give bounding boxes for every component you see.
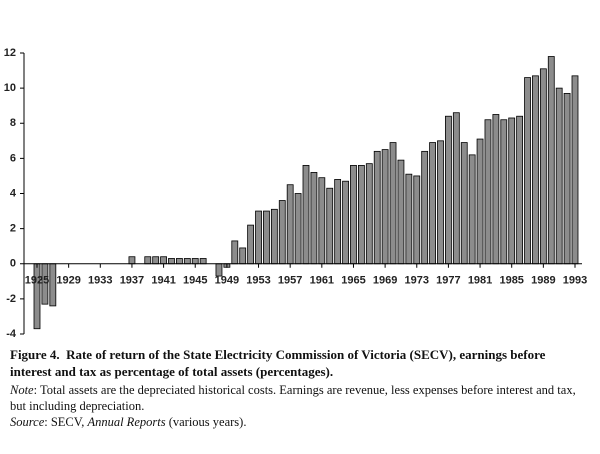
bar <box>539 68 547 265</box>
bar <box>389 142 397 265</box>
bar <box>357 164 365 265</box>
caption: Figure 4. Rate of return of the State El… <box>0 346 600 430</box>
bar <box>278 200 286 265</box>
bar <box>294 193 302 265</box>
bar <box>445 115 452 265</box>
bar <box>365 163 373 265</box>
source: Source: SECV, Annual Reports (various ye… <box>10 414 588 430</box>
bar <box>231 240 239 265</box>
x-tick-label: 1933 <box>88 275 112 287</box>
bar <box>476 138 484 265</box>
source-label: Source <box>10 415 45 429</box>
bar <box>524 77 531 265</box>
bar <box>199 258 207 265</box>
note-text: : Total assets are the depreciated histo… <box>10 383 576 413</box>
bar <box>468 154 476 265</box>
bar <box>452 112 460 265</box>
bar <box>286 184 294 265</box>
bar <box>342 180 349 265</box>
bar <box>532 75 539 265</box>
figure-title: Rate of return of the State Electricity … <box>10 347 546 379</box>
x-tick-label: 1925 <box>25 275 49 287</box>
bar <box>563 92 571 265</box>
x-tick-label: 1989 <box>531 275 555 287</box>
x-tick-label: 1977 <box>436 275 460 287</box>
bar <box>263 210 270 265</box>
bar <box>421 150 429 265</box>
x-tick-label: 1973 <box>405 275 429 287</box>
y-tick-label: 0 <box>10 258 16 270</box>
bar <box>429 142 436 265</box>
bar <box>49 263 57 307</box>
bar <box>152 256 160 265</box>
y-tick-label: 12 <box>4 47 16 59</box>
figure-label: Figure 4. <box>10 347 60 362</box>
x-tick-label: 1981 <box>468 275 492 287</box>
bar <box>516 115 524 265</box>
bar <box>270 208 278 265</box>
bar <box>128 256 136 265</box>
bar <box>239 247 247 265</box>
bar <box>168 258 175 265</box>
x-tick-label: 1957 <box>278 275 302 287</box>
x-tick-label: 1961 <box>310 275 334 287</box>
bar <box>334 179 342 265</box>
bar <box>547 56 555 265</box>
bar <box>144 256 152 265</box>
bar <box>437 140 444 265</box>
bar <box>247 224 255 265</box>
bar <box>302 164 310 265</box>
x-tick-label: 1941 <box>151 275 175 287</box>
x-tick-label: 1953 <box>246 275 270 287</box>
y-tick-label: 8 <box>10 117 16 129</box>
x-tick-label: 1985 <box>499 275 523 287</box>
x-tick-label: 1965 <box>341 275 365 287</box>
x-tick-label: 1937 <box>120 275 144 287</box>
chart: -4 -2 0 2 4 6 8 10 12 1925 1929 1933 1937 1941 1945 194… <box>4 47 587 340</box>
source-title: Annual Reports <box>87 415 166 429</box>
bar <box>326 187 334 265</box>
y-tick-label: -2 <box>6 293 16 305</box>
x-tick-label: 1929 <box>56 275 80 287</box>
bar <box>183 258 191 265</box>
y-tick-label: -4 <box>6 328 17 340</box>
bar <box>555 87 563 265</box>
bar <box>484 119 492 265</box>
source-text-end: (various years). <box>165 415 247 429</box>
bar <box>508 117 516 265</box>
x-tick-label: 1969 <box>373 275 397 287</box>
x-tick-label: 1949 <box>215 275 239 287</box>
note: Note: Total assets are the depreciated h… <box>10 382 588 414</box>
bar <box>255 210 262 265</box>
bar <box>500 119 508 265</box>
bar <box>191 258 199 265</box>
caption-title: Figure 4. Rate of return of the State El… <box>10 346 588 380</box>
bar <box>318 177 326 265</box>
bar <box>160 256 167 265</box>
bar <box>397 159 405 265</box>
bar <box>571 75 579 265</box>
note-label: Note <box>10 383 34 397</box>
bar <box>33 263 41 330</box>
y-tick-label: 6 <box>10 152 16 164</box>
bar <box>350 164 357 265</box>
y-tick-label: 4 <box>10 187 17 199</box>
bar <box>405 173 413 265</box>
x-tick-label: 1945 <box>183 275 207 287</box>
bar <box>413 175 421 265</box>
bar <box>492 114 500 265</box>
bar <box>310 172 318 265</box>
bar <box>176 258 183 265</box>
bar <box>373 150 381 265</box>
source-text: : SECV, <box>44 415 88 429</box>
y-tick-label: 2 <box>10 223 16 235</box>
x-tick-label: 1993 <box>563 275 587 287</box>
bar <box>460 142 468 265</box>
bar <box>381 149 389 265</box>
y-tick-label: 10 <box>4 82 16 94</box>
